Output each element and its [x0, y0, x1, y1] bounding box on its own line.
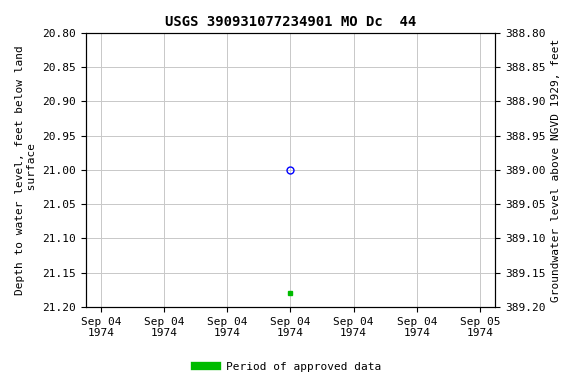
- Legend: Period of approved data: Period of approved data: [191, 358, 385, 377]
- Title: USGS 390931077234901 MO Dc  44: USGS 390931077234901 MO Dc 44: [165, 15, 416, 29]
- Y-axis label: Depth to water level, feet below land
 surface: Depth to water level, feet below land su…: [15, 45, 37, 295]
- Y-axis label: Groundwater level above NGVD 1929, feet: Groundwater level above NGVD 1929, feet: [551, 38, 561, 301]
